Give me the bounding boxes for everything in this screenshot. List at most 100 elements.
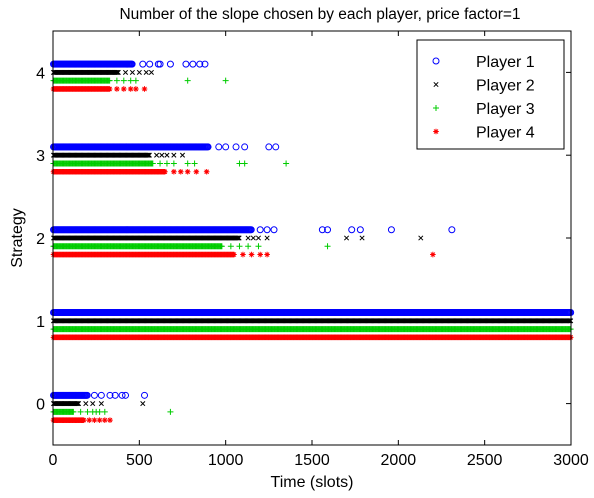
- data-point: [136, 69, 142, 75]
- data-point: [196, 60, 204, 68]
- x-tick-label: 2000: [381, 452, 417, 469]
- data-point: [111, 391, 119, 399]
- data-point: [129, 69, 135, 75]
- data-point: [348, 226, 356, 234]
- data-point: [163, 160, 170, 167]
- data-point: [118, 391, 126, 399]
- data-point: [127, 86, 134, 92]
- data-point: [159, 152, 165, 158]
- data-point: [83, 401, 89, 407]
- x-axis-label: Time (slots): [271, 474, 354, 491]
- data-point: [387, 226, 395, 234]
- data-point: [222, 77, 229, 84]
- data-point: [102, 417, 108, 423]
- data-point: [191, 160, 198, 167]
- data-point: [84, 408, 91, 415]
- legend-label: Player 4: [476, 125, 535, 142]
- data-point: [107, 417, 113, 423]
- data-point: [140, 401, 146, 407]
- data-point: [77, 408, 84, 415]
- data-point: [179, 152, 186, 158]
- y-tick-label: 4: [36, 65, 45, 82]
- data-point: [170, 160, 177, 167]
- data-point: [189, 60, 197, 68]
- data-point: [203, 168, 210, 175]
- x-tick-label: 0: [49, 452, 58, 469]
- data-point: [106, 86, 113, 92]
- data-point: [80, 417, 87, 423]
- data-point: [247, 226, 255, 234]
- data-point: [184, 77, 191, 84]
- data-points: [50, 60, 575, 423]
- data-point: [171, 152, 177, 158]
- data-point: [90, 401, 96, 407]
- data-point: [201, 60, 209, 68]
- data-point: [133, 86, 139, 92]
- data-point: [264, 235, 270, 241]
- data-point: [162, 168, 168, 175]
- data-point: [272, 143, 280, 151]
- chart-title: Number of the slope chosen by each playe…: [119, 6, 520, 23]
- data-point: [240, 251, 246, 258]
- data-point: [171, 168, 177, 175]
- x-tick-label: 2500: [467, 452, 503, 469]
- data-point: [324, 226, 332, 234]
- y-axis-label: Strategy: [9, 208, 26, 268]
- data-point: [265, 143, 273, 151]
- data-point: [241, 160, 248, 167]
- legend-label: Player 3: [476, 101, 535, 118]
- data-point: [264, 251, 270, 258]
- data-point: [318, 226, 326, 234]
- data-point: [128, 60, 136, 68]
- data-point: [74, 401, 80, 407]
- data-point: [182, 60, 190, 68]
- data-point: [154, 152, 160, 158]
- data-point: [120, 86, 127, 92]
- legend-marker: [433, 128, 439, 135]
- data-point: [204, 143, 212, 151]
- series-2: [50, 69, 574, 407]
- data-point: [139, 60, 147, 68]
- data-point: [132, 77, 139, 84]
- data-point: [324, 243, 331, 250]
- data-point: [91, 417, 98, 423]
- y-tick-label: 3: [36, 148, 45, 165]
- data-point: [122, 69, 129, 75]
- data-point: [193, 168, 200, 175]
- data-point: [106, 391, 114, 399]
- data-point: [141, 86, 148, 92]
- data-point: [245, 235, 251, 241]
- data-point: [430, 251, 436, 258]
- data-point: [418, 235, 424, 241]
- data-point: [250, 235, 256, 241]
- data-point: [76, 401, 82, 407]
- data-point: [113, 77, 120, 84]
- data-point: [248, 251, 255, 258]
- data-point: [448, 226, 456, 234]
- y-tick-label: 0: [36, 397, 45, 414]
- data-point: [255, 235, 262, 241]
- data-point: [236, 243, 243, 250]
- data-point: [96, 417, 103, 423]
- data-point: [177, 168, 184, 175]
- data-point: [156, 60, 164, 68]
- data-point: [90, 391, 98, 399]
- data-point: [97, 391, 105, 399]
- data-point: [114, 86, 120, 92]
- x-tick-label: 1500: [294, 452, 330, 469]
- data-point: [343, 235, 350, 241]
- data-point: [86, 417, 93, 423]
- data-point: [245, 243, 252, 250]
- data-point: [356, 226, 364, 234]
- data-point: [75, 401, 81, 407]
- data-point: [184, 168, 191, 175]
- data-point: [263, 226, 271, 234]
- data-point: [164, 152, 170, 158]
- x-tick-label: 3000: [553, 452, 589, 469]
- data-point: [96, 408, 103, 415]
- data-point: [257, 251, 263, 258]
- data-point: [148, 69, 154, 75]
- data-point: [227, 243, 234, 250]
- data-point: [359, 235, 365, 241]
- data-point: [232, 143, 240, 151]
